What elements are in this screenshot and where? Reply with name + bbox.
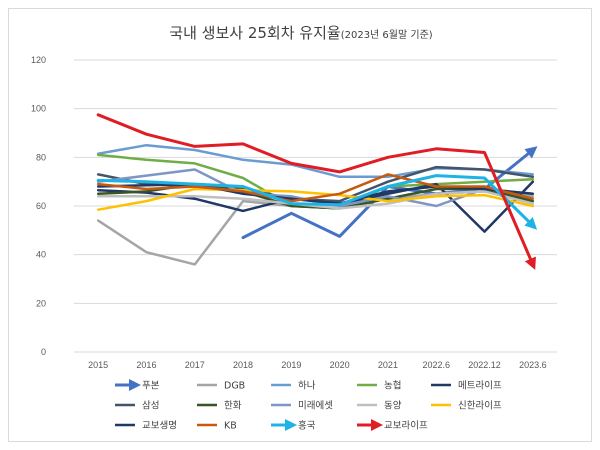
y-axis-ticks: 0 20 40 60 80 100 120 (31, 55, 46, 357)
legend-label: 미래에셋 (298, 401, 333, 412)
legend-label: 교보생명 (142, 421, 177, 432)
legend-label: 흥국 (298, 420, 316, 432)
legend-item: 한화 (197, 401, 242, 412)
legend-label: 신한라이프 (458, 401, 502, 412)
legend-label: 한화 (224, 401, 242, 412)
legend-item: 미래에셋 (271, 401, 333, 412)
series-lines (96, 113, 538, 270)
legend-label: 농협 (384, 380, 401, 392)
legend-label: 하나 (298, 380, 316, 392)
legend-label: 삼성 (142, 401, 159, 412)
series-line (96, 187, 535, 211)
chart-title-main: 국내 생보사 25회차 유지율 (169, 24, 340, 42)
y-tick-label: 40 (36, 250, 46, 260)
x-tick-label: 2021 (378, 360, 398, 370)
series-line (96, 113, 536, 270)
x-tick-label: 2019 (281, 360, 301, 370)
x-tick-label: 2018 (233, 360, 253, 370)
x-tick-label: 2015 (88, 360, 108, 370)
legend-label: KB (224, 421, 237, 432)
legend-item: KB (197, 421, 237, 432)
x-tick-label: 2023.6 (519, 360, 547, 370)
legend-item: 교보라이프 (357, 419, 428, 432)
legend-item: 농협 (357, 380, 401, 392)
line-chart: 국내 생보사 25회차 유지율(2023년 6월말 기준) 0 20 40 60 80 1… (31, 24, 557, 432)
series-line (96, 173, 535, 203)
y-tick-label: 60 (36, 201, 46, 211)
y-tick-label: 80 (36, 152, 46, 162)
legend-item: 흥국 (271, 419, 316, 432)
x-axis-ticks: 2015 2016 2017 2018 2019 2020 2021 2022.6 2022.1… (88, 360, 546, 370)
legend-item: 교보생명 (115, 421, 177, 432)
chart-frame: 국내 생보사 25회차 유지율(2023년 6월말 기준) 0 20 40 60 80 1… (8, 8, 592, 442)
legend-label: 동양 (384, 401, 402, 412)
x-tick-label: 2016 (136, 360, 156, 370)
legend-item: 신한라이프 (431, 401, 502, 412)
x-tick-label: 2020 (330, 360, 350, 370)
y-tick-label: 0 (41, 347, 46, 357)
x-tick-label: 2022.6 (422, 360, 450, 370)
legend-item: 삼성 (115, 401, 159, 412)
series-line (96, 174, 538, 230)
legend-label: 푸본 (142, 381, 160, 392)
legend-item: DGB (197, 381, 245, 392)
legend-item: 하나 (271, 380, 316, 392)
legend-item: 푸본 (115, 379, 160, 392)
legend-item: 메트라이프 (431, 381, 502, 392)
legend-item: 동양 (357, 401, 402, 412)
y-tick-label: 120 (31, 55, 46, 65)
legend-label: 교보라이프 (384, 421, 428, 432)
chart-subtitle: (2023년 6월말 기준) (341, 29, 433, 41)
y-tick-label: 100 (31, 104, 46, 114)
legend-label: 메트라이프 (458, 381, 502, 392)
x-tick-label: 2017 (185, 360, 205, 370)
legend-label: DGB (224, 381, 245, 392)
x-tick-label: 2022.12 (468, 360, 501, 370)
chart-title: 국내 생보사 25회차 유지율(2023년 6월말 기준) (169, 24, 432, 42)
y-tick-label: 20 (36, 298, 46, 308)
